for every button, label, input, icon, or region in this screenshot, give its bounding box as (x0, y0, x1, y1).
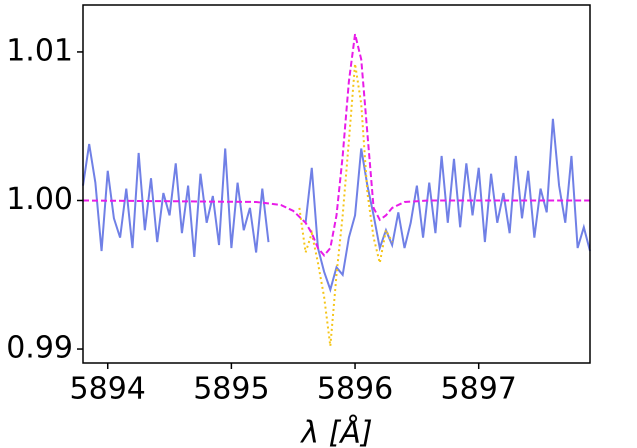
x-tick-label: 5897 (441, 372, 517, 407)
y-tick-label: 1.00 (6, 182, 73, 217)
y-tick-label: 1.01 (6, 33, 73, 68)
data-line (82, 33, 590, 258)
x-axis-label: λ [Å] (299, 415, 372, 448)
data-line (82, 118, 591, 293)
x-tick-label: 5895 (193, 372, 269, 407)
plot-frame (82, 4, 591, 364)
y-tick-label: 0.99 (6, 331, 73, 366)
x-tick-label: 5896 (317, 372, 393, 407)
data-line (298, 63, 394, 347)
x-tick-label: 5894 (70, 372, 146, 407)
